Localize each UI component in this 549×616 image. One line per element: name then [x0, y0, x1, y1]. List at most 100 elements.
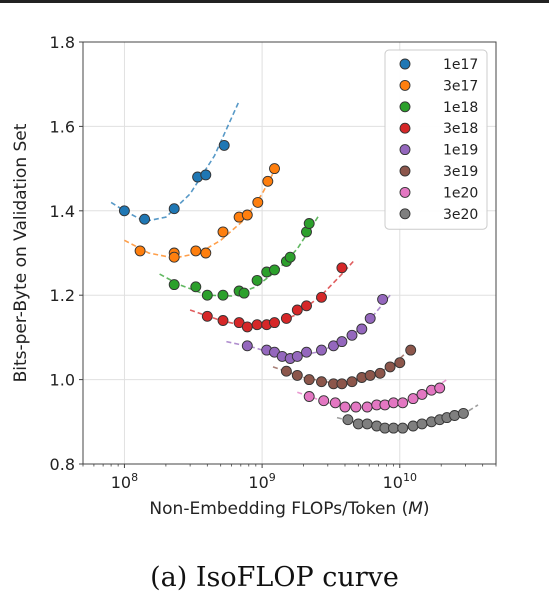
data-point-3e19 — [346, 376, 358, 388]
data-point-3e18 — [251, 319, 263, 331]
data-point-3e17 — [262, 175, 274, 187]
legend-label: 3e17 — [443, 78, 478, 94]
x-axis-label-prefix: Non-Embedding FLOPs/Token ( — [149, 499, 408, 519]
data-point-3e19 — [384, 361, 396, 373]
y-tick-label: 0.8 — [50, 455, 75, 474]
data-point-1e20 — [434, 382, 446, 394]
data-point-3e17 — [168, 251, 180, 263]
data-point-3e18 — [316, 291, 327, 303]
data-point-1e19 — [241, 340, 253, 352]
points-layer — [118, 139, 469, 434]
legend-label: 1e17 — [443, 57, 478, 73]
tick-layer: 0.8 1.0 1.2 1.4 1.6 1.8 108 109 1010 — [50, 33, 497, 492]
y-tick-label: 1.0 — [50, 371, 75, 390]
x-tick-label: 109 — [248, 471, 275, 492]
data-point-3e19 — [336, 378, 348, 390]
data-point-3e19 — [291, 369, 303, 381]
legend-label: 3e20 — [443, 207, 478, 223]
y-tick-label: 1.6 — [50, 117, 75, 136]
data-point-1e20 — [407, 393, 419, 405]
data-point-1e20 — [339, 401, 351, 413]
legend-label: 1e18 — [443, 100, 478, 116]
plot-frame — [82, 41, 497, 465]
data-point-3e18 — [336, 262, 348, 274]
data-point-3e17 — [200, 247, 212, 259]
data-point-3e17 — [241, 209, 253, 221]
data-point-1e17 — [168, 203, 180, 215]
data-point-1e18 — [303, 218, 315, 229]
legend-frame — [384, 49, 488, 230]
data-point-1e19 — [364, 312, 376, 324]
y-tick-label: 1.8 — [50, 33, 75, 52]
data-point-1e18 — [284, 251, 296, 263]
top-border-line — [0, 0, 549, 3]
legend-marker-1e18 — [399, 101, 411, 113]
data-point-3e18 — [280, 312, 292, 324]
x-tick-label: 1010 — [383, 471, 417, 492]
data-point-3e18 — [217, 315, 229, 326]
legend-marker-3e20 — [399, 208, 411, 220]
data-point-3e20 — [416, 418, 428, 430]
data-point-3e18 — [269, 317, 280, 329]
fit-line-1e17 — [110, 100, 240, 223]
data-point-1e20 — [388, 397, 399, 409]
data-point-3e18 — [241, 321, 253, 333]
data-point-1e19 — [301, 346, 312, 358]
legend-label: 1e20 — [443, 185, 478, 201]
data-point-3e20 — [449, 410, 461, 421]
data-point-1e18 — [238, 287, 250, 299]
data-point-3e17 — [190, 245, 202, 257]
data-point-3e19 — [316, 376, 327, 388]
data-point-1e19 — [291, 350, 303, 362]
legend-label: 3e19 — [443, 164, 478, 180]
data-point-1e19 — [316, 344, 327, 356]
data-point-1e20 — [303, 391, 315, 402]
data-point-1e17 — [139, 213, 151, 225]
data-point-1e19 — [336, 336, 348, 348]
data-point-3e20 — [388, 422, 399, 434]
legend-marker-1e20 — [399, 186, 411, 198]
data-point-3e17 — [217, 226, 229, 238]
figure-caption: (a) IsoFLOP curve — [150, 562, 399, 593]
legend-marker-3e18 — [399, 122, 411, 134]
x-axis-label-suffix: ) — [423, 499, 430, 519]
data-point-3e20 — [361, 418, 373, 430]
data-point-3e19 — [364, 369, 376, 381]
y-tick-label: 1.2 — [50, 286, 75, 305]
data-point-1e18 — [168, 279, 180, 291]
data-point-1e20 — [350, 401, 362, 413]
data-point-3e18 — [291, 304, 303, 316]
data-point-1e18 — [201, 289, 213, 301]
data-point-3e18 — [201, 310, 213, 322]
data-point-1e20 — [361, 401, 373, 413]
x-tick-label: 108 — [111, 471, 138, 492]
data-point-1e20 — [329, 397, 341, 409]
isoflop-chart: 0.8 1.0 1.2 1.4 1.6 1.8 108 109 1010 Bits-per-By… — [11, 33, 497, 519]
data-point-3e20 — [457, 407, 469, 419]
data-point-3e20 — [342, 414, 354, 426]
data-point-1e20 — [318, 395, 330, 407]
data-point-1e19 — [346, 329, 358, 341]
data-point-3e19 — [303, 374, 315, 386]
data-point-1e18 — [269, 264, 280, 276]
legend-marker-1e17 — [399, 58, 411, 70]
data-point-1e18 — [251, 274, 263, 286]
data-point-1e19 — [356, 323, 368, 335]
data-point-1e19 — [377, 293, 389, 305]
x-axis-label: Non-Embedding FLOPs/Token (M) — [149, 499, 429, 519]
data-point-3e19 — [280, 365, 292, 377]
data-point-1e20 — [416, 388, 428, 400]
legend: 1e17 3e17 1e18 3e18 1e19 3e19 1e20 3e20 — [384, 49, 488, 230]
data-point-1e17 — [118, 205, 130, 217]
data-point-3e19 — [405, 344, 417, 356]
data-point-3e17 — [269, 163, 280, 175]
data-point-3e19 — [374, 367, 386, 379]
data-point-3e20 — [397, 422, 409, 434]
legend-label: 1e19 — [443, 143, 478, 159]
legend-marker-3e19 — [399, 165, 411, 177]
legend-marker-3e17 — [399, 79, 411, 91]
data-point-3e20 — [407, 420, 419, 432]
y-tick-label: 1.4 — [50, 202, 75, 221]
data-point-3e19 — [394, 357, 406, 369]
data-point-1e17 — [200, 169, 212, 181]
